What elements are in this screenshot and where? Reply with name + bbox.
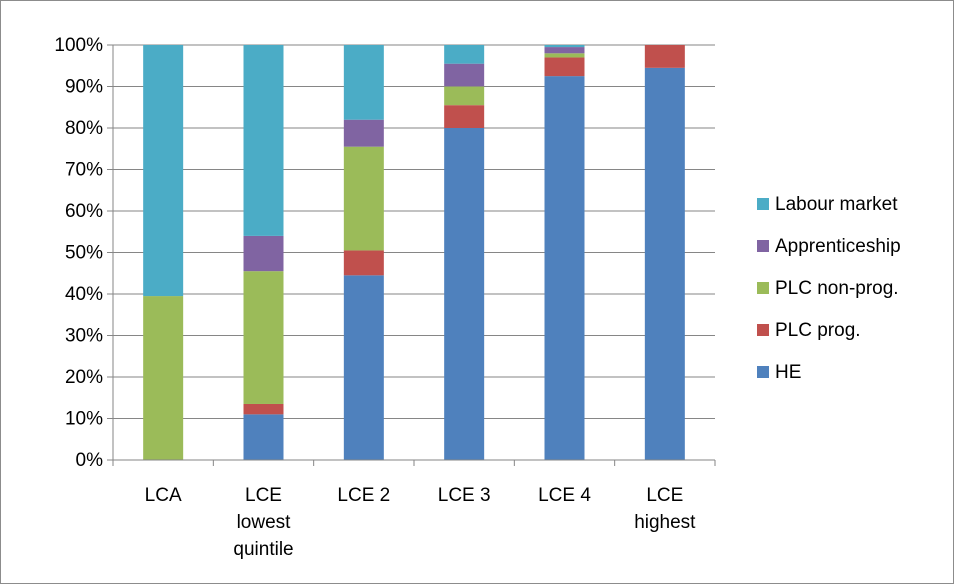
bar-segment-apprenticeship [544,47,585,54]
y-tick-label: 40% [65,284,103,305]
bar-segment-labour-market [143,45,184,297]
x-tick-label: LCE 3 [438,485,491,506]
legend-swatch [757,366,769,378]
bar-segment-plc-non-prog [544,53,585,58]
gridlines [113,44,715,419]
y-tick-label: 50% [65,243,103,264]
bar-segment-labour-market [544,45,585,48]
y-tick-label: 70% [65,160,103,181]
bar-segment-apprenticeship [444,63,485,87]
bar-segment-plc-non-prog [143,296,184,460]
bar-segment-plc-prog [444,105,485,128]
y-tick-label: 10% [65,409,103,430]
legend: Labour market Apprenticeship PLC non-prog.… [757,194,901,383]
x-tick-label: LCE highest [634,485,696,533]
bar-segment-he [644,67,685,460]
bar-segment-plc-prog [544,57,585,77]
bar-segment-plc-prog [644,45,685,68]
bar-segment-he [544,76,585,460]
bar-segment-plc-non-prog [343,146,384,251]
bar-segment-he [343,275,384,460]
axes [107,44,716,466]
y-tick-label: 0% [76,450,104,471]
bars [143,45,685,460]
bar-segment-plc-non-prog [243,271,284,404]
bar-segment-apprenticeship [243,235,284,272]
bar-segment-plc-non-prog [444,86,485,106]
legend-label: PLC prog. [775,320,861,341]
x-tick-label: LCE lowest quintile [233,485,293,560]
legend-swatch [757,240,769,252]
bar-segment-he [444,128,485,460]
y-tick-label: 100% [54,35,103,56]
y-tick-label: 80% [65,118,103,139]
legend-swatch [757,282,769,294]
y-tick-label: 30% [65,326,103,347]
legend-label: Labour market [775,194,898,215]
bar-segment-plc-prog [243,403,284,415]
x-tick-label: LCE 2 [337,485,390,506]
legend-swatch [757,198,769,210]
bar-segment-plc-prog [343,250,384,276]
y-tick-label: 60% [65,201,103,222]
x-tick-label: LCA [145,485,182,506]
legend-label: HE [775,362,801,383]
bar-segment-apprenticeship [343,119,384,147]
legend-swatch [757,324,769,336]
x-tick-labels: LCA LCE lowest quintile LCE 2 LCE 3 LCE 4 LCE hi… [145,485,696,560]
bar-segment-labour-market [444,45,485,64]
legend-label: PLC non-prog. [775,278,899,299]
x-tick-label: LCE 4 [538,485,591,506]
bar-segment-he [243,414,284,460]
bar-segment-labour-market [243,45,284,236]
legend-label: Apprenticeship [775,236,901,257]
bar-segment-labour-market [343,45,384,120]
y-tick-label: 20% [65,367,103,388]
y-tick-label: 90% [65,77,103,98]
y-tick-labels: 0% 10% 20% 30% 40% 50% 60% 70% 80% 90% 100% [54,35,103,471]
